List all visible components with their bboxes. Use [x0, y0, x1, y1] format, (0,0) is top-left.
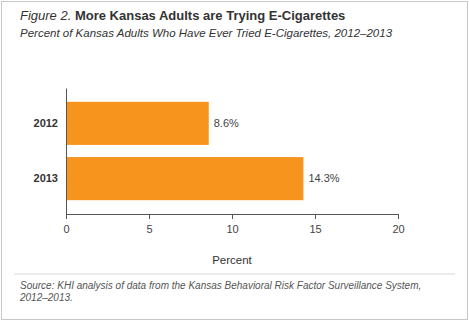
data-labels: 8.6% 14.3% — [214, 117, 340, 184]
data-label: 8.6% — [214, 117, 239, 129]
x-axis-title: Percent — [212, 254, 252, 266]
x-tick-mark — [315, 214, 316, 219]
y-tick: 2013 — [34, 172, 66, 184]
x-tick-label: 20 — [392, 223, 404, 235]
x-tick-label: 10 — [226, 223, 238, 235]
x-tick-mark — [398, 214, 399, 219]
title-main: More Kansas Adults are Trying E-Cigarett… — [71, 8, 345, 23]
source-line: 2012–2013. — [19, 292, 73, 303]
y-tick-label: 2013 — [34, 172, 58, 184]
y-tick-label: 2012 — [34, 117, 58, 129]
separator — [14, 274, 455, 275]
x-tick-mark — [232, 214, 233, 219]
x-tick: 20 — [392, 214, 404, 235]
bar — [66, 157, 303, 200]
bar — [66, 102, 209, 145]
chart: Figure 2. More Kansas Adults are Trying … — [0, 0, 469, 321]
source-line: Source: KHI analysis of data from the Ka… — [20, 280, 421, 291]
bars — [66, 102, 303, 200]
x-axis-line — [67, 215, 399, 220]
y-tick: 2012 — [34, 117, 66, 129]
x-tick-mark — [66, 214, 67, 219]
subtitle: Percent of Kansas Adults Who Have Ever T… — [20, 27, 393, 39]
frame — [2, 2, 468, 320]
title-prefix: Figure 2. — [20, 8, 71, 23]
x-tick: 10 — [226, 214, 238, 235]
x-tick: 0 — [63, 214, 69, 235]
y-axis: 2012 2013 — [34, 89, 67, 215]
x-tick-label: 0 — [63, 223, 69, 235]
source-note: Source: KHI analysis of data from the Ka… — [19, 280, 421, 303]
data-label: 14.3% — [308, 172, 339, 184]
title: Figure 2. More Kansas Adults are Trying … — [20, 8, 345, 23]
y-axis-line — [66, 89, 67, 215]
x-tick-mark — [149, 214, 150, 219]
x-tick: 5 — [146, 214, 152, 235]
x-tick: 15 — [309, 214, 321, 235]
x-tick-label: 5 — [146, 223, 152, 235]
x-axis: 0 5 10 15 20 — [63, 214, 404, 235]
x-tick-label: 15 — [309, 223, 321, 235]
